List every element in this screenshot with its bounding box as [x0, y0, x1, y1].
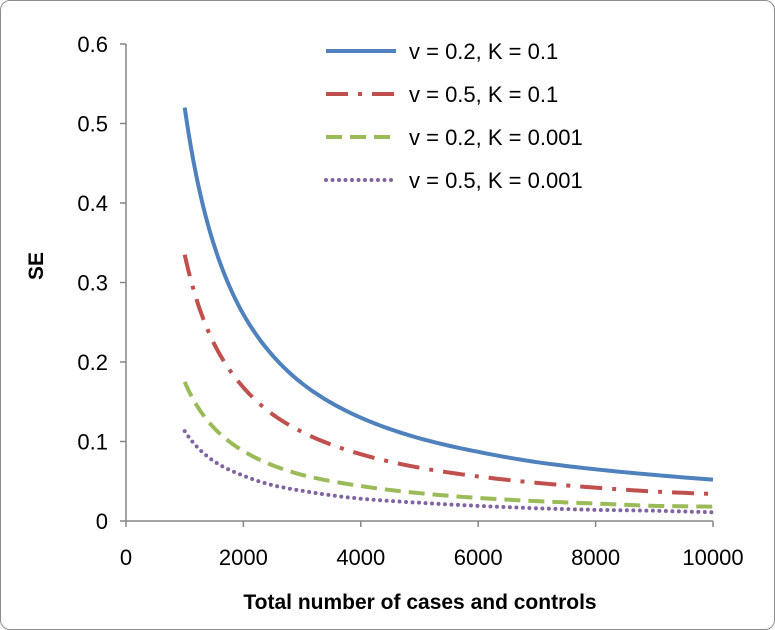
axes: 0 0.1 0.2 0.3 0.4 0.5 0.6 0 2000 4000 6000 8000 1000…: [77, 32, 743, 570]
x-tick-label: 4000: [336, 545, 385, 570]
y-tick-label: 0.5: [77, 112, 108, 137]
y-tick-label: 0.1: [77, 430, 108, 455]
y-tick-label: 0.2: [77, 350, 108, 375]
legend-label-1: v = 0.2, K = 0.1: [409, 39, 558, 64]
series-line-4: [182, 429, 715, 515]
series-line-1: [182, 107, 714, 482]
legend: v = 0.2, K = 0.1 v = 0.5, K = 0.1 v = 0.2,…: [324, 39, 583, 193]
legend-label-4: v = 0.5, K = 0.001: [409, 168, 583, 193]
y-axis-title: SE: [25, 252, 48, 280]
y-tick-label: 0.6: [77, 32, 108, 57]
x-tick-label: 2000: [219, 545, 268, 570]
x-tick-label: 0: [120, 545, 132, 570]
x-tick-label: 6000: [454, 545, 503, 570]
series-line-2: [182, 254, 714, 496]
x-tick-label: 8000: [571, 545, 620, 570]
y-tick-label: 0.4: [77, 191, 108, 216]
y-tick-label: 0.3: [77, 271, 108, 296]
legend-label-2: v = 0.5, K = 0.1: [409, 82, 558, 107]
x-axis-title: Total number of cases and controls: [243, 591, 596, 614]
x-tick-label: 10000: [682, 545, 743, 570]
series-lines: [182, 107, 715, 515]
y-tick-label: 0: [96, 509, 108, 534]
legend-label-3: v = 0.2, K = 0.001: [409, 125, 583, 150]
series-line-3: [182, 381, 714, 509]
